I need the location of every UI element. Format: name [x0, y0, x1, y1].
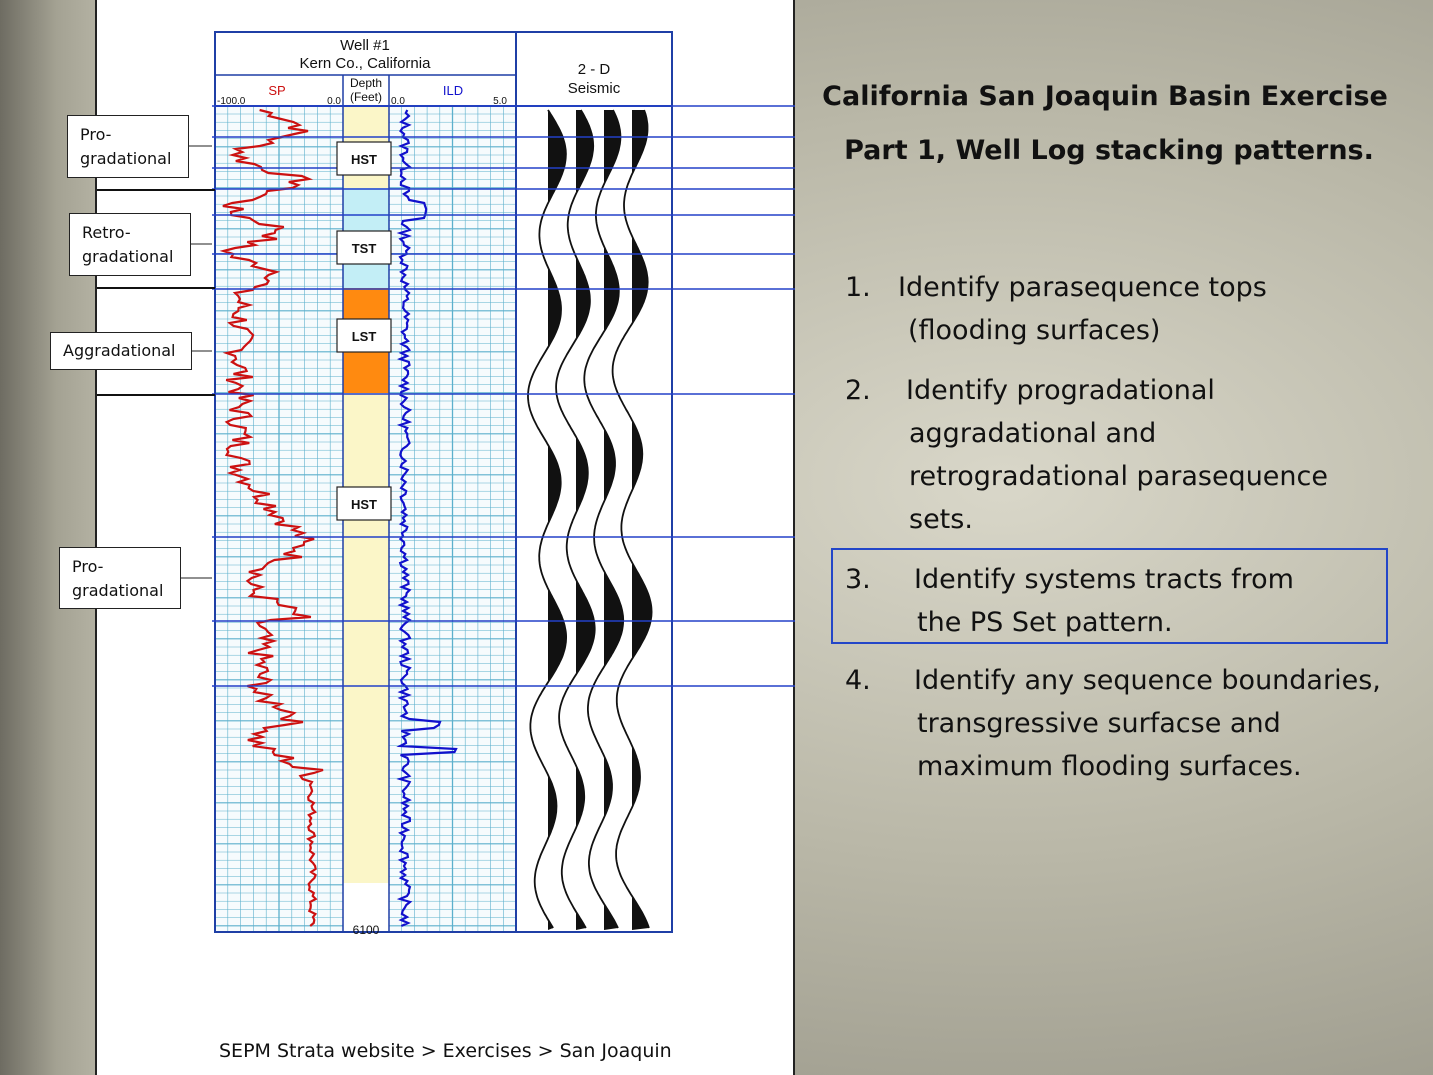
- tract-label-tst: TST: [336, 230, 392, 265]
- systems-tract-labels: HST TST LST HST: [336, 141, 392, 521]
- task-4: 4. Identify any sequence boundaries, tra…: [845, 659, 1430, 791]
- title-line-1: California San Joaquin Basin Exercise: [822, 81, 1388, 112]
- left-background-strip: [0, 0, 95, 1075]
- ild-max: 5.0: [493, 96, 507, 107]
- seismic-traces: [527, 109, 653, 930]
- flooding-surface-lines: [212, 105, 795, 687]
- task-number: 1.: [845, 272, 871, 303]
- log-grid: [215, 106, 516, 932]
- seismic-label-2: Seismic: [568, 80, 621, 97]
- depth-label-2: (Feet): [350, 90, 382, 104]
- tract-label-hst-lower: HST: [336, 486, 392, 521]
- task-3: 3. Identify systems tracts from the PS S…: [845, 558, 1385, 646]
- tract-label-lst: LST: [336, 318, 392, 353]
- title-line-2: Part 1, Well Log stacking patterns.: [844, 135, 1374, 166]
- stacking-label-progradational-upper: Pro- gradational: [67, 115, 189, 178]
- task-line: retrogradational parasequence: [909, 461, 1328, 492]
- tract-label-hst-upper: HST: [336, 141, 392, 176]
- task-line: maximum flooding surfaces.: [917, 751, 1302, 782]
- task-number: 4.: [845, 665, 871, 696]
- sp-max: 0.0: [327, 96, 341, 107]
- ild-min: 0.0: [391, 96, 405, 107]
- task-line: Identify systems tracts from: [914, 564, 1294, 595]
- stacking-label-progradational-lower: Pro- gradational: [59, 547, 181, 609]
- svg-text:HST: HST: [351, 152, 377, 167]
- stacking-label-retrogradational: Retro- gradational: [69, 213, 191, 276]
- task-line: the PS Set pattern.: [917, 607, 1173, 638]
- stacking-boundary-lines: [97, 145, 215, 579]
- task-3-highlight-frame: [831, 548, 1388, 644]
- task-line: aggradational and: [909, 418, 1157, 449]
- log-curves: [219, 108, 458, 928]
- seismic-label-1: 2 - D: [578, 61, 611, 78]
- task-number: 3.: [845, 564, 871, 595]
- task-2: 2. Identify progradational aggradational…: [845, 369, 1415, 544]
- sp-min: -100.0: [217, 96, 246, 107]
- task-number: 2.: [845, 375, 871, 406]
- bottom-depth: 6100: [353, 923, 380, 937]
- exercise-title: California San Joaquin Basin Exercise Pa…: [795, 72, 1415, 180]
- well-location: Kern Co., California: [300, 55, 432, 72]
- task-line: Identify progradational: [906, 375, 1215, 406]
- task-line: Identify any sequence boundaries,: [914, 665, 1381, 696]
- source-caption: SEPM Strata website > Exercises > San Jo…: [219, 1040, 672, 1062]
- task-line: sets.: [909, 504, 973, 535]
- svg-text:TST: TST: [352, 241, 377, 256]
- task-line: Identify parasequence tops: [898, 272, 1267, 303]
- task-1: 1. Identify parasequence tops (flooding …: [845, 266, 1405, 356]
- task-line: (flooding surfaces): [908, 315, 1161, 346]
- sp-label: SP: [268, 83, 285, 98]
- depth-label-1: Depth: [350, 76, 382, 90]
- stacking-label-aggradational: Aggradational: [50, 332, 192, 370]
- well-header-text: Well #1 Kern Co., California SP -100.0 0…: [217, 37, 621, 937]
- well-title: Well #1: [340, 37, 390, 54]
- task-line: transgressive surfacse and: [917, 708, 1281, 739]
- svg-text:LST: LST: [352, 329, 377, 344]
- svg-text:HST: HST: [351, 497, 377, 512]
- ild-label: ILD: [443, 83, 463, 98]
